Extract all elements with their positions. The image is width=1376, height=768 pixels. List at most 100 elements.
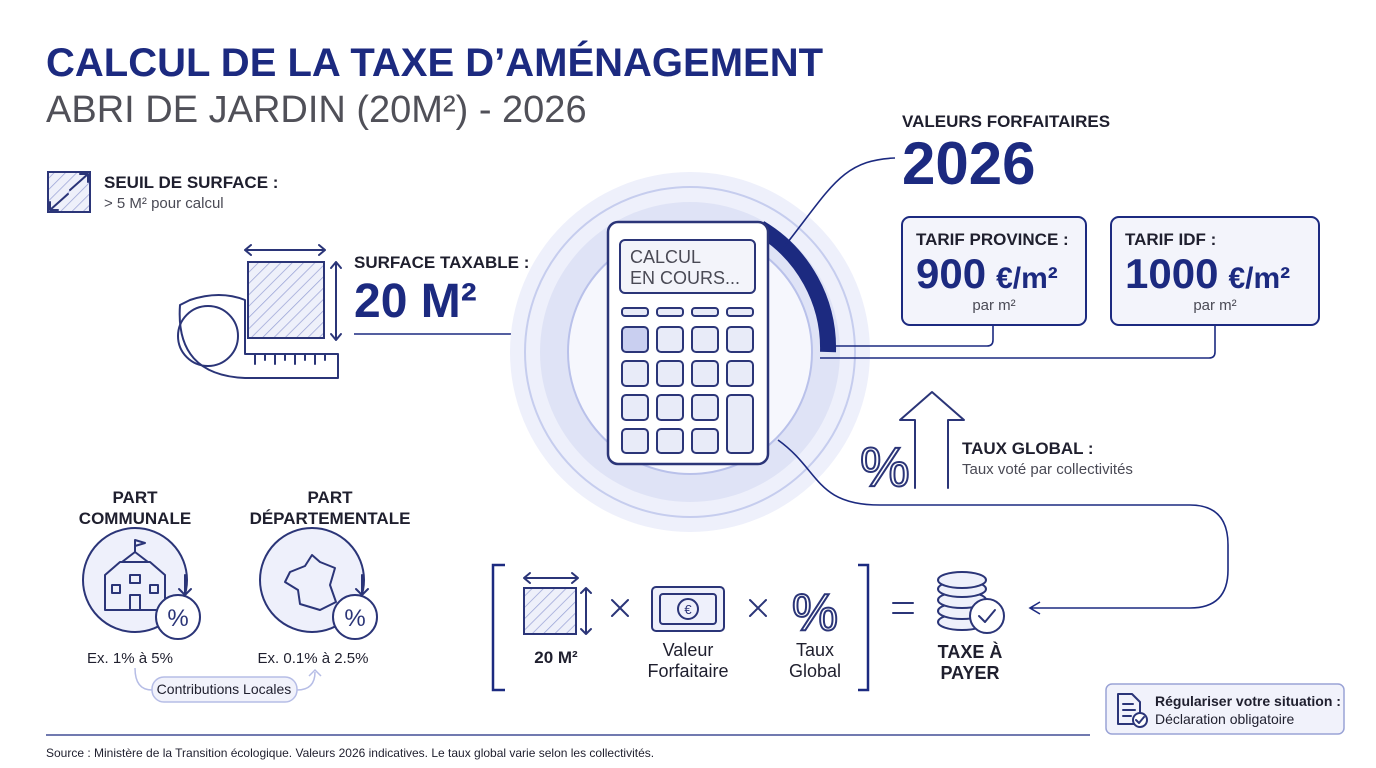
formula-value-1: Forfaitaire xyxy=(647,661,728,681)
calculator-icon-part-part xyxy=(621,326,649,353)
parts-icons-part xyxy=(134,667,322,691)
formula-result-0: TAXE À xyxy=(938,641,1003,662)
parts-1-title-0: PART xyxy=(307,488,353,507)
tariff-boxes-part xyxy=(901,216,1087,326)
percent-glyph: % xyxy=(860,435,910,498)
formula-rate-0: Taux xyxy=(796,640,834,660)
formula-result-1: PAYER xyxy=(940,663,999,683)
percent-arrow-icon-part xyxy=(899,391,965,489)
surface-value: 20 M² xyxy=(354,275,477,328)
formula-icons-part xyxy=(659,593,717,625)
flat-values-year: 2026 xyxy=(902,130,1035,197)
formula-icons-part xyxy=(651,586,725,632)
notice-box xyxy=(1105,683,1345,735)
threshold-icon xyxy=(47,171,91,213)
connector xyxy=(777,439,1229,615)
formula-value-0: Valeur xyxy=(663,640,714,660)
flat-values-province-note: par m² xyxy=(972,297,1015,314)
tape-measure-icon-part xyxy=(247,261,325,339)
tariff-boxes xyxy=(820,216,1320,359)
formula-icons-part xyxy=(523,572,579,584)
formula-icons-part xyxy=(523,587,577,635)
threshold-label: SEUIL DE SURFACE : xyxy=(104,173,278,192)
percent-glyph: % xyxy=(167,605,188,632)
parts-icons-part xyxy=(355,574,369,596)
formula-rate-1: Global xyxy=(789,661,841,681)
calculator-icon-part-part xyxy=(656,360,684,387)
formula-icons-part xyxy=(611,599,767,617)
threshold-icon-part xyxy=(49,173,89,211)
parts-1-range: Ex. 0.1% à 2.5% xyxy=(258,650,369,667)
parts-icons-part xyxy=(104,539,166,611)
calculator-icon xyxy=(606,220,770,466)
calculator-icon-part xyxy=(619,239,756,294)
euro-glyph: € xyxy=(684,602,692,617)
tariff-boxes-part xyxy=(820,325,1216,359)
amount: 1000 xyxy=(1125,250,1218,297)
parts-0-title-0: PART xyxy=(112,488,158,507)
calculator-icon-part-part xyxy=(621,360,649,387)
unit: €/m² xyxy=(1228,262,1290,295)
tariff-boxes-part xyxy=(820,325,994,347)
rate-label: TAUX GLOBAL : xyxy=(962,439,1094,458)
flat-values-idf-label: TARIF IDF : xyxy=(1125,230,1216,249)
tariff-value: 900 €/m² xyxy=(916,250,1058,297)
calculator-screen-0: CALCUL xyxy=(630,247,701,267)
connector xyxy=(779,157,896,253)
calculator-icon-part-part xyxy=(691,326,719,353)
calculator-icon-part-part xyxy=(691,360,719,387)
unit: €/m² xyxy=(996,262,1058,295)
flat-values-label: VALEURS FORFAITAIRES xyxy=(902,112,1110,131)
formula-icons-part-part xyxy=(969,598,1005,634)
source: Source : Ministère de la Transition écol… xyxy=(46,746,654,760)
calculator-icon-part-part xyxy=(656,307,684,317)
calculator-icon-part-part xyxy=(656,394,684,421)
contributions: Contributions Locales xyxy=(157,681,292,697)
parts-icons: % % xyxy=(82,527,378,703)
calculator-icon-part-part xyxy=(726,394,754,454)
header-title: CALCUL DE LA TAXE D’AMÉNAGEMENT xyxy=(46,40,823,85)
calculator-rings-part xyxy=(755,221,837,353)
calculator-icon-part-part xyxy=(656,428,684,454)
formula-icons-part xyxy=(491,563,870,692)
percent-glyph: % xyxy=(792,584,838,642)
amount: 900 xyxy=(916,250,986,297)
formula-icons-part xyxy=(677,598,699,620)
header-subtitle: ABRI DE JARDIN (20M²) - 2026 xyxy=(46,89,587,131)
calculator-icon-part xyxy=(621,307,754,454)
calculator-icon-part-part xyxy=(621,394,649,421)
parts-0-range: Ex. 1% à 5% xyxy=(87,650,173,667)
formula-icons: € % xyxy=(491,563,1005,692)
calculator-icon-part-part xyxy=(726,326,754,353)
tariff-value: 1000 €/m² xyxy=(1125,250,1290,297)
surface-label: SURFACE TAXABLE : xyxy=(354,253,529,272)
notice-box-part xyxy=(1105,683,1345,735)
formula-icons-part xyxy=(978,609,996,623)
tape-measure-icon xyxy=(177,244,342,379)
parts-icons-part xyxy=(155,594,201,640)
rate-text: Taux voté par collectivités xyxy=(962,461,1133,478)
parts-icons-part xyxy=(178,574,192,596)
formula-icons-part xyxy=(937,571,1005,634)
formula-icons-part xyxy=(580,587,592,635)
percent-arrow-icon: % xyxy=(859,391,965,499)
notice-title: Régulariser votre situation : xyxy=(1155,693,1341,709)
calculator-icon-part-part xyxy=(691,428,719,454)
header: CALCUL DE LA TAXE D’AMÉNAGEMENT ABRI DE … xyxy=(46,40,823,131)
parts-0-title-1: COMMUNALE xyxy=(79,509,191,528)
parts-icons-part xyxy=(284,554,337,611)
flat-values-idf-note: par m² xyxy=(1193,297,1236,314)
calculator-rings-part xyxy=(524,186,856,518)
calculator-icon-part-part xyxy=(691,394,719,421)
formula-surface: 20 M² xyxy=(534,648,578,667)
percent-glyph: % xyxy=(344,605,365,632)
calculator-icon-part-part xyxy=(621,428,649,454)
tape-measure-icon-part xyxy=(177,305,239,367)
notice-text: Déclaration obligatoire xyxy=(1155,711,1295,727)
parts-1-title-1: DÉPARTEMENTALE xyxy=(250,509,411,528)
calculator-icon-part-part xyxy=(691,307,719,317)
calculator-icon-part-part xyxy=(621,307,649,317)
